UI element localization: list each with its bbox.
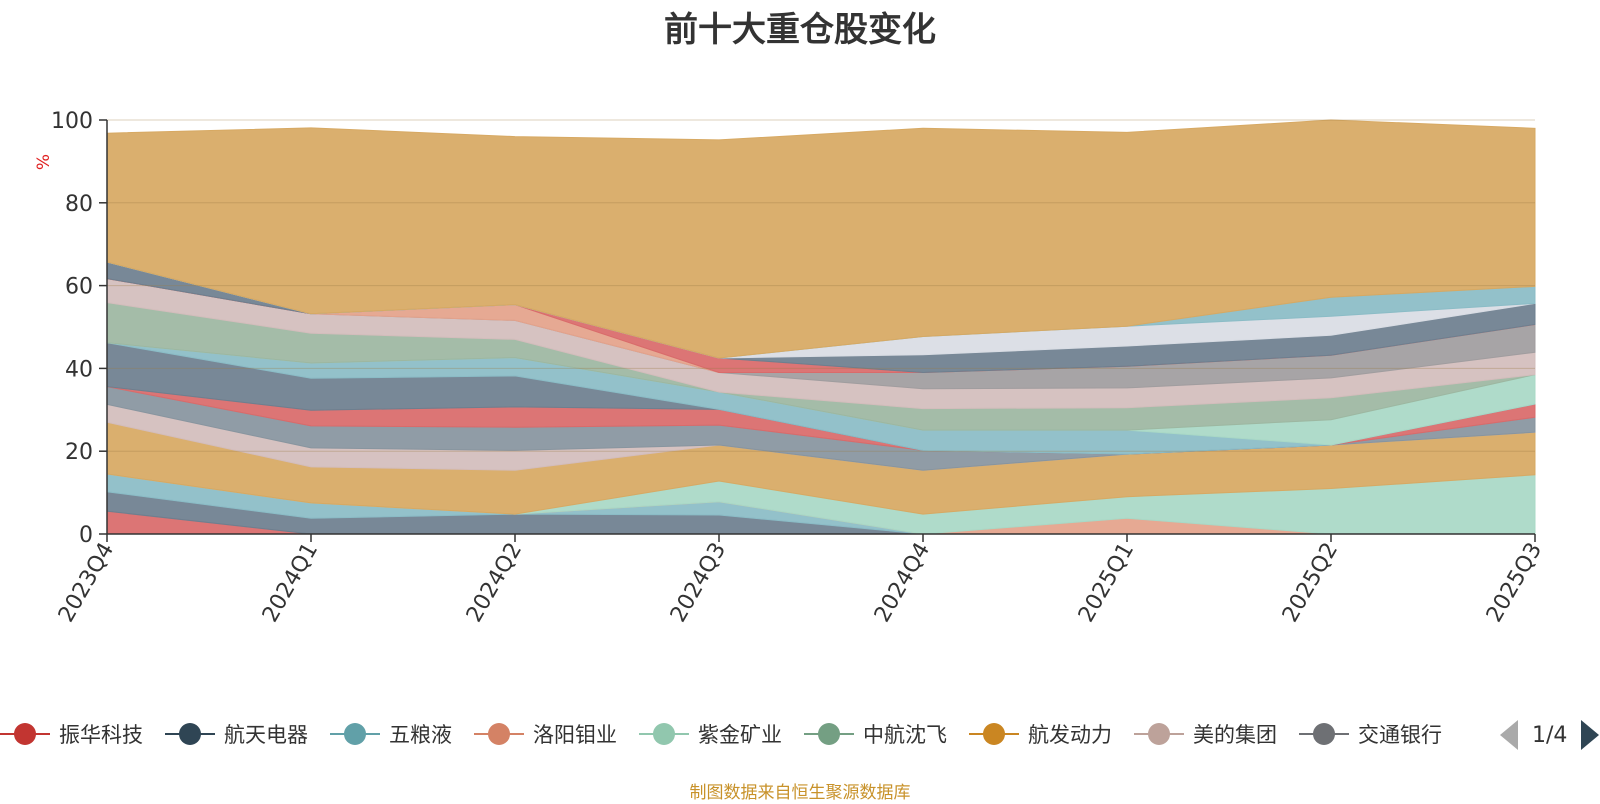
x-tick-label: 2025Q2 xyxy=(1278,539,1343,627)
x-tick-label: 2025Q3 xyxy=(1482,539,1547,627)
legend-prev-page-button[interactable] xyxy=(1500,720,1518,750)
y-tick-label: 40 xyxy=(65,357,93,382)
legend-marker-icon xyxy=(1299,719,1349,749)
legend-label: 航天电器 xyxy=(224,723,308,747)
area-series-20[interactable] xyxy=(106,119,1536,359)
legend-label: 五粮液 xyxy=(389,723,452,747)
x-tick-label: 2024Q3 xyxy=(666,539,731,627)
y-tick-label: 0 xyxy=(79,523,93,548)
legend-item[interactable]: 中航沈飞 xyxy=(804,716,947,752)
y-axis: 0 20 40 60 80 100% xyxy=(34,109,108,548)
chart-title: 前十大重仓股变化 xyxy=(664,10,936,50)
legend-item[interactable]: 交通银行 xyxy=(1299,716,1442,752)
legend-label: 交通银行 xyxy=(1358,723,1442,747)
y-tick-label: 80 xyxy=(65,192,93,217)
legend-label: 紫金矿业 xyxy=(698,723,782,747)
legend-label: 洛阳钼业 xyxy=(533,723,617,747)
legend-item[interactable]: 洛阳钼业 xyxy=(474,716,617,752)
y-tick-label: 60 xyxy=(65,275,93,300)
legend-item[interactable]: 紫金矿业 xyxy=(639,716,782,752)
x-tick-label: 2024Q1 xyxy=(258,539,323,627)
legend-marker-icon xyxy=(969,719,1019,749)
legend-item[interactable]: 五粮液 xyxy=(330,716,452,752)
x-tick-label: 2024Q4 xyxy=(870,539,935,627)
legend-item[interactable]: 美的集团 xyxy=(1134,716,1277,752)
legend: 振华科技 航天电器 五粮液 洛阳钼业 紫金矿业 中航沈飞 航发动力 美的集团 交通银行 xyxy=(0,716,1480,752)
legend-pager: 1/4 xyxy=(1500,718,1600,752)
legend-marker-icon xyxy=(474,719,524,749)
legend-marker-icon xyxy=(0,719,50,749)
legend-item[interactable]: 航发动力 xyxy=(969,716,1112,752)
x-tick-label: 2025Q1 xyxy=(1074,539,1139,627)
x-axis: 2023Q4 2024Q1 2024Q2 2024Q3 2024Q4 2025Q1 2025… xyxy=(54,533,1547,627)
legend-marker-icon xyxy=(804,719,854,749)
legend-label: 航发动力 xyxy=(1028,723,1112,747)
legend-item[interactable]: 航天电器 xyxy=(165,716,308,752)
y-tick-label: 20 xyxy=(65,440,93,465)
x-tick-label: 2024Q2 xyxy=(462,539,527,627)
area-layer xyxy=(106,119,1536,535)
y-axis-label: % xyxy=(34,154,54,170)
legend-label: 振华科技 xyxy=(59,723,143,747)
legend-marker-icon xyxy=(1134,719,1184,749)
legend-marker-icon xyxy=(639,719,689,749)
legend-item[interactable]: 振华科技 xyxy=(0,716,143,752)
legend-marker-icon xyxy=(165,719,215,749)
gridlines xyxy=(107,119,1535,452)
legend-label: 中航沈飞 xyxy=(863,723,947,747)
legend-marker-icon xyxy=(330,719,380,749)
legend-page-indicator: 1/4 xyxy=(1532,722,1568,748)
legend-next-page-button[interactable] xyxy=(1581,720,1600,750)
data-source-note: 制图数据来自恒生聚源数据库 xyxy=(689,783,911,803)
x-tick-label: 2023Q4 xyxy=(54,539,119,627)
y-tick-label: 100 xyxy=(51,109,93,134)
legend-label: 美的集团 xyxy=(1193,723,1277,747)
